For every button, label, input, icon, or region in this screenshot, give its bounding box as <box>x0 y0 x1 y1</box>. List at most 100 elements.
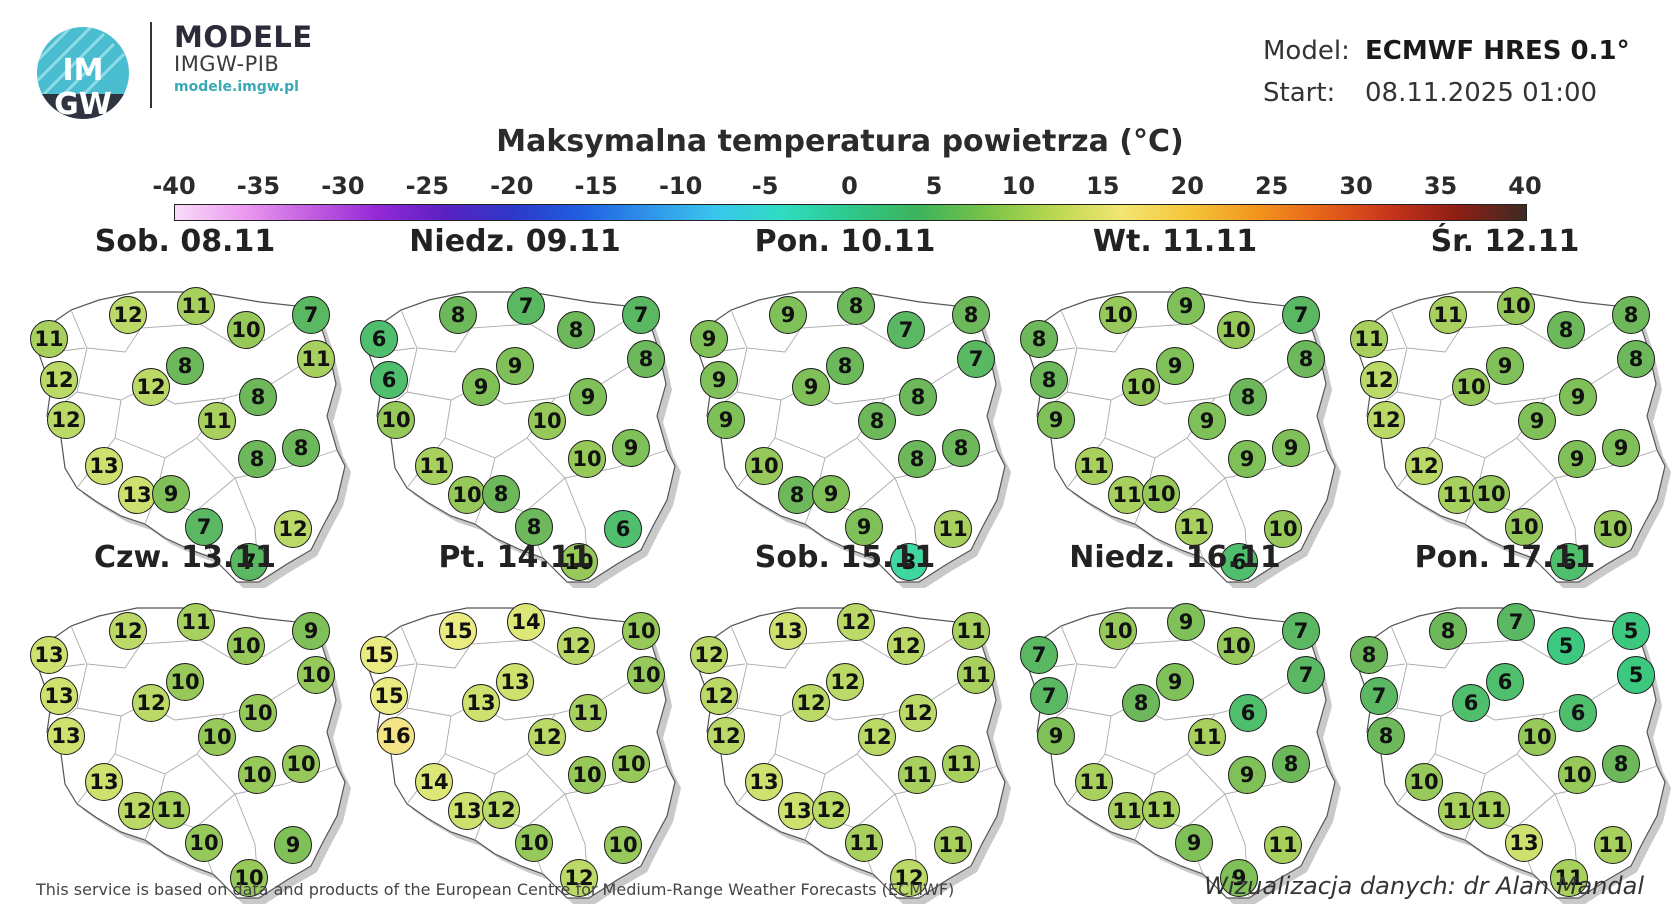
temperature-bubble: 8 <box>837 287 875 325</box>
footer-credit: This service is based on data and produc… <box>36 880 955 899</box>
temperature-bubble: 13 <box>462 684 500 722</box>
temperature-bubble: 16 <box>377 717 415 755</box>
day-label: Pt. 14.11 <box>438 540 592 575</box>
day-label: Sob. 15.11 <box>754 540 936 575</box>
temperature-bubble: 11 <box>198 402 236 440</box>
day-label: Pon. 17.11 <box>1414 540 1596 575</box>
temperature-bubble: 7 <box>1282 296 1320 334</box>
temperature-bubble: 13 <box>769 612 807 650</box>
temperature-bubble: 8 <box>1020 320 1058 358</box>
temperature-bubble: 11 <box>1175 508 1213 546</box>
temperature-bubble: 10 <box>1452 368 1490 406</box>
colorbar-tick: 35 <box>1423 172 1458 200</box>
temperature-bubble: 11 <box>845 824 883 862</box>
temperature-bubble: 7 <box>185 508 223 546</box>
temperature-bubble: 8 <box>627 340 665 378</box>
temperature-bubble: 9 <box>1037 717 1075 755</box>
temperature-bubble: 8 <box>1030 361 1068 399</box>
temperature-bubble: 9 <box>152 475 190 513</box>
temperature-bubble: 11 <box>934 826 972 864</box>
temperature-bubble: 9 <box>1220 859 1258 897</box>
day-label: Sob. 08.11 <box>94 224 276 259</box>
day-label: Niedz. 16.11 <box>1069 540 1281 575</box>
temperature-bubble: 8 <box>1547 311 1585 349</box>
temperature-bubble: 9 <box>690 320 728 358</box>
colorbar-tick: 10 <box>1001 172 1036 200</box>
poland-map: 8 7 8 5 5 6 5 7 6 6 8 10 10 8 10 11 11 13 11 11 <box>1345 603 1671 904</box>
temperature-bubble: 12 <box>274 510 312 548</box>
temperature-bubble: 9 <box>1228 756 1266 794</box>
temperature-bubble: 10 <box>1472 475 1510 513</box>
temperature-bubble: 9 <box>792 368 830 406</box>
temperature-bubble: 10 <box>1122 368 1160 406</box>
model-label: Model: <box>1263 36 1350 66</box>
temperature-bubble: 10 <box>612 745 650 783</box>
temperature-bubble: 10 <box>239 694 277 732</box>
poland-map: 9 8 9 7 8 8 7 9 9 8 9 8 8 8 10 8 9 9 11 3 <box>685 287 1011 588</box>
temperature-bubble: 13 <box>85 447 123 485</box>
temperature-bubble: 10 <box>622 612 660 650</box>
temperature-bubble: 8 <box>1287 340 1325 378</box>
temperature-bubble: 12 <box>1405 447 1443 485</box>
temperature-bubble: 10 <box>528 402 566 440</box>
temperature-bubble: 14 <box>507 603 545 641</box>
temperature-bubble: 11 <box>1142 791 1180 829</box>
temperature-bubble: 9 <box>1558 440 1596 478</box>
poland-map: 13 12 12 12 11 12 11 12 12 12 12 12 11 11 13 13 12 11 11 12 <box>685 603 1011 904</box>
temperature-bubble: 10 <box>627 656 665 694</box>
temperature-bubble: 10 <box>1217 627 1255 665</box>
temperature-bubble: 13 <box>85 763 123 801</box>
temperature-bubble: 10 <box>282 745 320 783</box>
temperature-bubble: 11 <box>30 320 68 358</box>
poland-map: 10 9 8 10 7 9 8 8 10 8 9 9 9 9 11 11 10 11 10 6 <box>1015 287 1341 588</box>
temperature-bubble: 10 <box>1497 287 1535 325</box>
temperature-bubble: 8 <box>1350 636 1388 674</box>
temperature-bubble: 9 <box>1272 429 1310 467</box>
temperature-bubble: 9 <box>1602 429 1640 467</box>
temperature-bubble: 9 <box>1175 824 1213 862</box>
temperature-bubble: 9 <box>1167 603 1205 641</box>
temperature-bubble: 8 <box>166 347 204 385</box>
temperature-bubble: 10 <box>1099 296 1137 334</box>
colorbar-tick: -40 <box>152 172 196 200</box>
temperature-bubble: 12 <box>792 684 830 722</box>
brand-subtitle: IMGW-PIB <box>174 52 280 76</box>
temperature-bubble: 9 <box>1188 402 1226 440</box>
temperature-bubble: 8 <box>238 440 276 478</box>
temperature-bubble: 11 <box>1075 447 1113 485</box>
temperature-bubble: 9 <box>274 826 312 864</box>
temperature-bubble: 10 <box>230 859 268 897</box>
temperature-bubble: 10 <box>1558 756 1596 794</box>
brand-url[interactable]: modele.imgw.pl <box>174 79 299 95</box>
temperature-bubble: 9 <box>1559 378 1597 416</box>
temperature-bubble: 12 <box>887 627 925 665</box>
colorbar-tick: 30 <box>1339 172 1373 200</box>
temperature-bubble: 8 <box>858 402 896 440</box>
temperature-bubble: 12 <box>890 859 928 897</box>
temperature-bubble: 13 <box>448 792 486 830</box>
temperature-bubble: 10 <box>568 440 606 478</box>
temperature-bubble: 5 <box>1547 627 1585 665</box>
temperature-bubble: 9 <box>496 347 534 385</box>
country-outline <box>1028 291 1341 588</box>
temperature-bubble: 10 <box>515 824 553 862</box>
temperature-bubble: 10 <box>166 663 204 701</box>
temperature-bubble: 13 <box>745 763 783 801</box>
temperature-bubble: 12 <box>1367 401 1405 439</box>
temperature-bubble: 11 <box>1075 763 1113 801</box>
temperature-bubble: 8 <box>439 296 477 334</box>
temperature-bubble: 9 <box>1228 440 1266 478</box>
colorbar-tick: 15 <box>1086 172 1120 200</box>
temperature-bubble: 8 <box>1429 612 1467 650</box>
temperature-bubble: 9 <box>1156 663 1194 701</box>
brand-block: MODELE IMGW-PIB modele.imgw.pl <box>150 22 313 108</box>
poland-map: 10 9 7 10 7 9 7 7 8 6 9 11 9 8 11 11 11 9 11 9 <box>1015 603 1341 904</box>
temperature-bubble: 6 <box>604 510 642 548</box>
temperature-bubble: 12 <box>899 694 937 732</box>
temperature-bubble: 11 <box>898 756 936 794</box>
temperature-bubble: 12 <box>132 684 170 722</box>
temperature-bubble: 6 <box>1220 543 1258 581</box>
temperature-bubble: 12 <box>528 718 566 756</box>
temperature-bubble: 9 <box>569 378 607 416</box>
temperature-bubble: 9 <box>1486 347 1524 385</box>
